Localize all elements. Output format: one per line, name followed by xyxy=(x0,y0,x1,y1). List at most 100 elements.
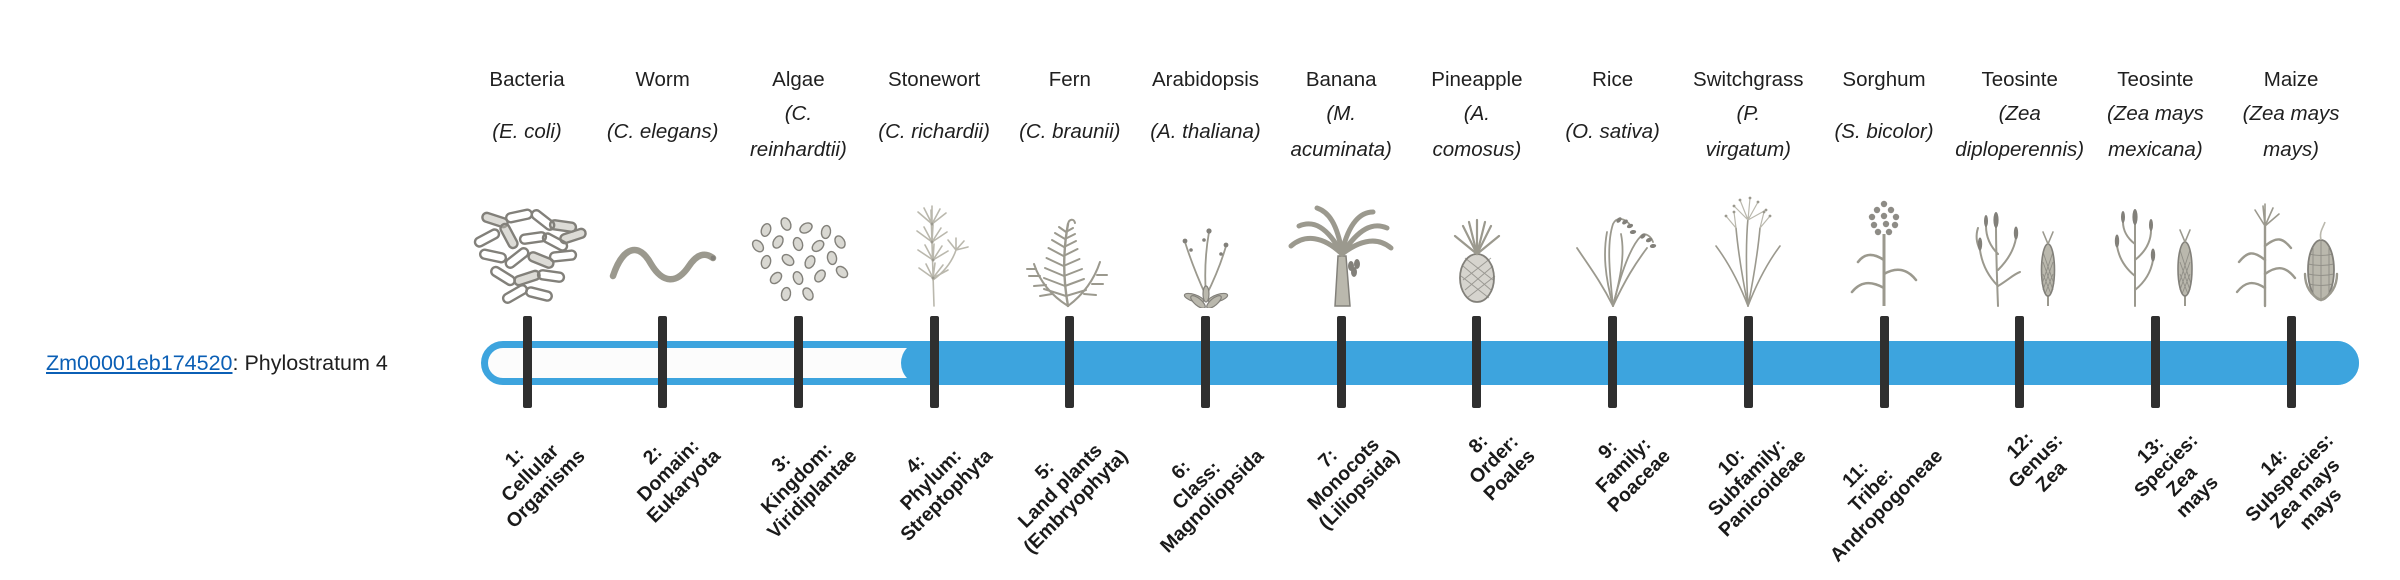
organism-scientific-name-11: (S. bicolor) xyxy=(1834,96,1933,168)
phylostratum-level-label-9: 9: Family: Poaceae xyxy=(1573,414,1675,516)
arabidopsis-illustration xyxy=(1182,228,1228,308)
gene-id-link[interactable]: Zm00001eb174520 xyxy=(46,350,233,375)
scientific-name-line: (C. xyxy=(784,102,813,125)
bacteria-illustration xyxy=(473,208,587,304)
organism-common-name-11: Sorghum xyxy=(1842,68,1926,91)
phylostratum-tick-12 xyxy=(2015,316,2025,408)
organism-scientific-name-13: (Zea mays mexicana) xyxy=(2107,96,2204,168)
sorghum-icon xyxy=(1814,184,1954,308)
scientific-name-line: (C. richardii) xyxy=(878,120,990,143)
organism-scientific-name-7: (M. acuminata) xyxy=(1290,96,1391,168)
maize-icon xyxy=(2221,184,2361,308)
switchgrass-illustration xyxy=(1715,196,1782,307)
phylostratum-level-label-13: 13: Species: Zea mays xyxy=(2115,414,2234,533)
phylostratum-level-label-8: 8: Order: Poales xyxy=(1448,414,1540,505)
phylostratum-tick-11 xyxy=(1879,316,1889,408)
organism-common-name-2: Worm xyxy=(635,68,690,91)
scientific-name-line: (C. elegans) xyxy=(606,120,719,143)
scientific-name-line: (Zea xyxy=(1998,102,2041,125)
scientific-name-line: mexicana) xyxy=(2108,138,2203,161)
fern-icon xyxy=(1000,184,1140,308)
scientific-name-line: virgatum) xyxy=(1705,138,1792,161)
phylostratum-tick-3 xyxy=(793,316,803,408)
gene-phylostratum-text: : Phylostratum 4 xyxy=(232,350,388,375)
arabidopsis-icon xyxy=(1136,184,1276,308)
phylostratum-tick-9 xyxy=(1608,316,1618,408)
worm-icon xyxy=(593,184,733,308)
scientific-name-line: (S. bicolor) xyxy=(1834,120,1934,143)
organism-scientific-name-10: (P. virgatum) xyxy=(1706,96,1791,168)
organism-common-name-1: Bacteria xyxy=(489,68,565,91)
algae-illustration xyxy=(752,217,849,302)
phylostratum-level-label-6: 6: Class: Magnoliopsida xyxy=(1125,414,1268,557)
phylostratum-level-label-12: 12: Genus: Zea xyxy=(1988,414,2082,508)
scientific-name-line: (A. xyxy=(1463,102,1490,125)
phylostratum-tick-1 xyxy=(522,316,532,408)
scientific-name-line: comosus) xyxy=(1432,138,1522,161)
phylostratum-tick-4 xyxy=(929,316,939,408)
stonewort-illustration xyxy=(916,205,969,307)
scientific-name-line: (M. xyxy=(1326,102,1356,125)
worm-illustration xyxy=(609,246,716,283)
phylostratum-level-label-7: 7: Monocots (Liliopsida) xyxy=(1284,414,1403,534)
phylostratum-tick-7 xyxy=(1336,316,1346,408)
scientific-name-line: (Zea mays xyxy=(2242,102,2340,125)
organism-common-name-6: Arabidopsis xyxy=(1151,68,1260,91)
phylostratum-tick-8 xyxy=(1472,316,1482,408)
pineapple-illustration xyxy=(1453,218,1500,303)
organism-scientific-name-1: (E. coli) xyxy=(492,96,561,168)
phylostratum-level-label-3: 3: Kingdom: Viridiplantae xyxy=(732,414,862,544)
organism-scientific-name-2: (C. elegans) xyxy=(607,96,719,168)
organism-common-name-10: Switchgrass xyxy=(1693,68,1804,91)
organism-common-name-3: Algae xyxy=(772,68,825,91)
organism-scientific-name-4: (C. richardii) xyxy=(878,96,990,168)
organism-scientific-name-9: (O. sativa) xyxy=(1565,96,1660,168)
phylostratum-level-label-14: 14: Subspecies: Zea mays mays xyxy=(2226,414,2369,557)
phylostratum-tick-6 xyxy=(1201,316,1210,408)
rice-icon xyxy=(1543,184,1683,308)
maize-illustration xyxy=(2235,203,2339,308)
phylostratum-level-label-11: 11: Tribe: Andropogoneae xyxy=(1794,414,1946,566)
phylostratum-level-label-1: 1: Cellular Organisms xyxy=(471,414,589,532)
organism-scientific-name-6: (A. thaliana) xyxy=(1150,96,1261,168)
teosinte-b-illustration xyxy=(2115,209,2194,307)
phylostratum-tick-13 xyxy=(2150,316,2160,408)
organism-scientific-name-14: (Zea mays mays) xyxy=(2243,96,2340,168)
organism-common-name-9: Rice xyxy=(1592,68,1634,91)
organism-scientific-name-12: (Zea diploperennis) xyxy=(1955,96,2084,168)
scientific-name-line: diploperennis) xyxy=(1955,138,2085,161)
banana-illustration xyxy=(1288,205,1394,307)
phylostratum-tick-14 xyxy=(2286,316,2296,408)
phylostratum-tick-5 xyxy=(1065,316,1075,408)
organism-scientific-name-5: (C. braunii) xyxy=(1019,96,1120,168)
scientific-name-line: (Zea mays xyxy=(2106,102,2204,125)
phylostratum-tick-2 xyxy=(658,316,668,408)
organism-scientific-name-8: (A. comosus) xyxy=(1432,96,1521,168)
teosinte-a-illustration xyxy=(1975,212,2055,307)
rice-illustration xyxy=(1575,217,1656,307)
phylostratum-level-label-5: 5: Land plants (Embryophyta) xyxy=(988,414,1132,558)
teosinte-a-icon xyxy=(1950,184,2090,308)
scientific-name-line: (O. sativa) xyxy=(1565,120,1660,143)
switchgrass-icon xyxy=(1678,184,1818,308)
teosinte-b-icon xyxy=(2085,184,2225,308)
gene-label: Zm00001eb174520: Phylostratum 4 xyxy=(46,341,388,385)
phylostratum-level-label-10: 10: Subfamily: Panicoideae xyxy=(1684,414,1811,542)
phylostratum-level-label-4: 4: Phylum: Streptophyta xyxy=(865,414,997,546)
organism-scientific-name-3: (C. reinhardtii) xyxy=(750,96,847,168)
organism-common-name-12: Teosinte xyxy=(1981,68,2058,91)
organism-common-name-8: Pineapple xyxy=(1431,68,1523,91)
algae-icon xyxy=(728,184,868,308)
bacteria-icon xyxy=(457,184,597,308)
scientific-name-line: (C. braunii) xyxy=(1019,120,1121,143)
pineapple-icon xyxy=(1407,184,1547,308)
fern-illustration xyxy=(1025,218,1108,308)
scientific-name-line: mays) xyxy=(2263,138,2319,161)
organism-common-name-14: Maize xyxy=(2263,68,2319,91)
scientific-name-line: (A. thaliana) xyxy=(1150,120,1261,143)
banana-icon xyxy=(1271,184,1411,308)
scientific-name-line: (E. coli) xyxy=(492,120,562,143)
sorghum-illustration xyxy=(1850,200,1918,306)
phylostrata-filled-bar xyxy=(901,341,2360,385)
